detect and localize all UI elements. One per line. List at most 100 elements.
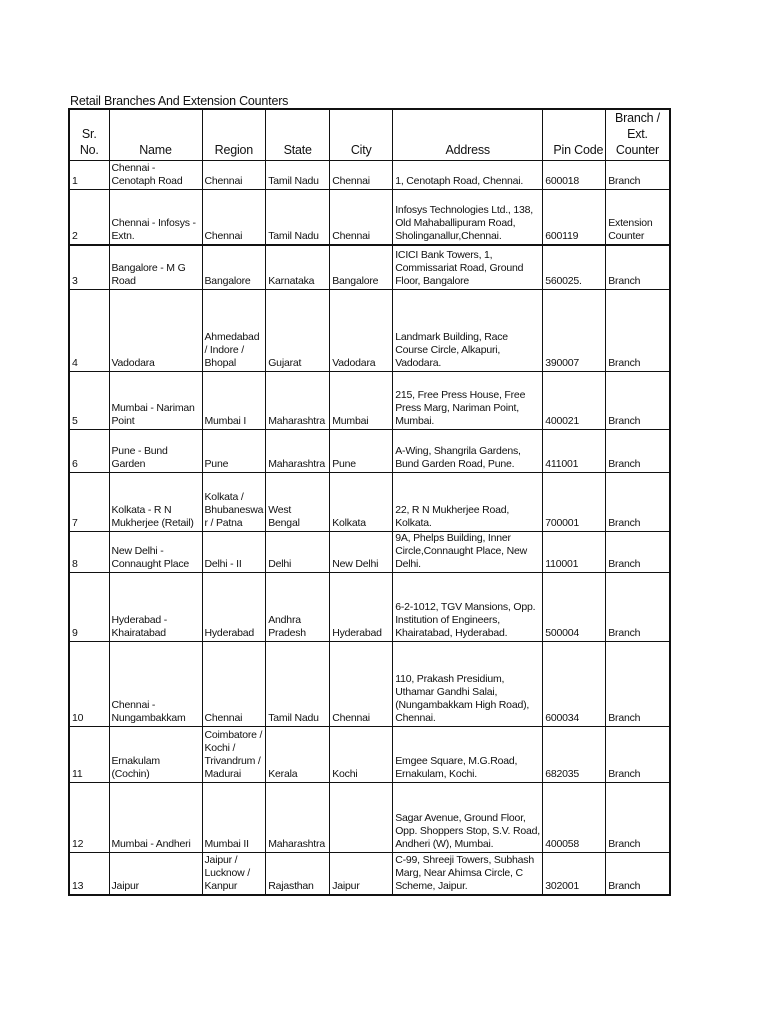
- cell-city: Kolkata: [329, 472, 394, 532]
- cell-sr-no: 9: [68, 572, 110, 642]
- cell-branch-type: Branch: [605, 243, 671, 290]
- cell-state: Tamil Nadu: [265, 641, 331, 727]
- cell-pin-code: 500004: [542, 572, 607, 642]
- cell-state: Tamil Nadu: [265, 189, 331, 245]
- cell-city: Chennai: [329, 189, 394, 245]
- cell-sr-no: 6: [68, 429, 110, 473]
- cell-state: Karnataka: [265, 243, 331, 290]
- cell-name: New Delhi - Connaught Place: [108, 531, 203, 573]
- cell-pin-code: 400058: [542, 782, 607, 853]
- cell-pin-code: 600119: [542, 189, 607, 245]
- cell-name: Mumbai - Andheri: [108, 782, 203, 853]
- cell-city: [329, 782, 394, 853]
- cell-region: Kolkata / Bhubaneswa r / Patna: [201, 472, 267, 532]
- column-header-state: State: [265, 108, 331, 161]
- cell-branch-type: Branch: [605, 726, 671, 783]
- cell-city: Hyderabad: [329, 572, 394, 642]
- cell-city: New Delhi: [329, 531, 394, 573]
- cell-region: Mumbai I: [201, 371, 267, 430]
- column-header-address: Address: [392, 108, 544, 161]
- cell-name: Chennai - Nungambakkam: [108, 641, 203, 727]
- header-row: Sr. No. Name Region State City Address Pin Cod…: [68, 108, 671, 161]
- table-row: 4 Vadodara Ahmedabad / Indore / Bhopal Guja…: [68, 289, 671, 372]
- cell-name: Hyderabad - Khairatabad: [108, 572, 203, 642]
- column-header-region: Region: [201, 108, 267, 161]
- cell-city: Chennai: [329, 160, 394, 190]
- cell-branch-type: Branch: [605, 641, 671, 727]
- cell-region: Hyderabad: [201, 572, 267, 642]
- cell-branch-type: Branch: [605, 782, 671, 853]
- cell-state: Kerala: [265, 726, 331, 783]
- cell-sr-no: 3: [68, 243, 110, 290]
- cell-region: Jaipur / Lucknow / Kanpur: [201, 852, 267, 895]
- cell-name: Pune - Bund Garden: [108, 429, 203, 473]
- cell-name: Mumbai - Nariman Point: [108, 371, 203, 430]
- column-header-name: Name: [108, 108, 203, 161]
- column-header-city: City: [329, 108, 394, 161]
- cell-region: Chennai: [201, 160, 267, 190]
- cell-region: Bangalore: [201, 243, 267, 290]
- cell-address: ICICI Bank Towers, 1, Commissariat Road,…: [392, 243, 544, 290]
- cell-branch-type: Branch: [605, 289, 671, 372]
- cell-state: Delhi: [265, 531, 331, 573]
- column-header-branch-type: Branch / Ext. Counter: [605, 108, 671, 161]
- cell-city: Pune: [329, 429, 394, 473]
- cell-address: A-Wing, Shangrila Gardens, Bund Garden R…: [392, 429, 544, 473]
- cell-address: Infosys Technologies Ltd., 138, Old Maha…: [392, 189, 544, 245]
- cell-branch-type: Branch: [605, 572, 671, 642]
- cell-city: Jaipur: [329, 852, 394, 895]
- cell-sr-no: 1: [68, 160, 110, 190]
- table-row: 6 Pune - Bund Garden Pune Maharashtra Pune A-…: [68, 429, 671, 473]
- cell-city: Kochi: [329, 726, 394, 783]
- column-header-pin-code: Pin Code: [542, 108, 607, 161]
- cell-region: Chennai: [201, 641, 267, 727]
- cell-state: Maharashtra: [265, 782, 331, 853]
- table-row: 1 Chennai - Cenotaph Road Chennai Tamil Nad…: [68, 160, 671, 190]
- cell-state: Maharashtra: [265, 429, 331, 473]
- cell-pin-code: 700001: [542, 472, 607, 532]
- cell-name: Vadodara: [108, 289, 203, 372]
- cell-address: 6-2-1012, TGV Mansions, Opp. Institution…: [392, 572, 544, 642]
- cell-state: Gujarat: [265, 289, 331, 372]
- cell-state: West Bengal: [265, 472, 331, 532]
- cell-sr-no: 4: [68, 289, 110, 372]
- cell-sr-no: 2: [68, 189, 110, 245]
- table-row: 3 Bangalore - M G Road Bangalore Karnataka B…: [68, 243, 671, 290]
- cell-branch-type: Branch: [605, 429, 671, 473]
- cell-pin-code: 400021: [542, 371, 607, 430]
- cell-sr-no: 10: [68, 641, 110, 727]
- cell-address: 9A, Phelps Building, Inner Circle,Connau…: [392, 531, 544, 573]
- cell-branch-type: Branch: [605, 371, 671, 430]
- branches-table: Sr. No. Name Region State City Address Pin Cod…: [68, 108, 671, 896]
- cell-region: Mumbai II: [201, 782, 267, 853]
- cell-address: C-99, Shreeji Towers, Subhash Marg, Near…: [392, 852, 544, 895]
- table-row: 13 Jaipur Jaipur / Lucknow / Kanpur Rajasth…: [68, 852, 671, 895]
- table-row: 11 Ernakulam (Cochin) Coimbatore / Kochi /…: [68, 726, 671, 783]
- cell-pin-code: 110001: [542, 531, 607, 573]
- cell-pin-code: 411001: [542, 429, 607, 473]
- cell-state: Andhra Pradesh: [265, 572, 331, 642]
- cell-region: Ahmedabad / Indore / Bhopal: [201, 289, 267, 372]
- cell-name: Jaipur: [108, 852, 203, 895]
- cell-branch-type: Branch: [605, 472, 671, 532]
- cell-city: Mumbai: [329, 371, 394, 430]
- table-row: 8 New Delhi - Connaught Place Delhi - II De…: [68, 531, 671, 573]
- cell-pin-code: 560025.: [542, 243, 607, 290]
- cell-sr-no: 8: [68, 531, 110, 573]
- table-row: 9 Hyderabad - Khairatabad Hyderabad Andhra …: [68, 572, 671, 642]
- cell-name: Kolkata - R N Mukherjee (Retail): [108, 472, 203, 532]
- cell-sr-no: 7: [68, 472, 110, 532]
- cell-name: Ernakulam (Cochin): [108, 726, 203, 783]
- table-row: 12 Mumbai - Andheri Mumbai II Maharashtra Sa…: [68, 782, 671, 853]
- cell-state: Tamil Nadu: [265, 160, 331, 190]
- cell-sr-no: 12: [68, 782, 110, 853]
- cell-pin-code: 600018: [542, 160, 607, 190]
- cell-address: 110, Prakash Presidium, Uthamar Gandhi S…: [392, 641, 544, 727]
- cell-state: Maharashtra: [265, 371, 331, 430]
- cell-address: 22, R N Mukherjee Road, Kolkata.: [392, 472, 544, 532]
- cell-sr-no: 5: [68, 371, 110, 430]
- cell-name: Chennai - Cenotaph Road: [108, 160, 203, 190]
- cell-city: Chennai: [329, 641, 394, 727]
- table-row: 10 Chennai - Nungambakkam Chennai Tamil Nad…: [68, 641, 671, 727]
- cell-pin-code: 390007: [542, 289, 607, 372]
